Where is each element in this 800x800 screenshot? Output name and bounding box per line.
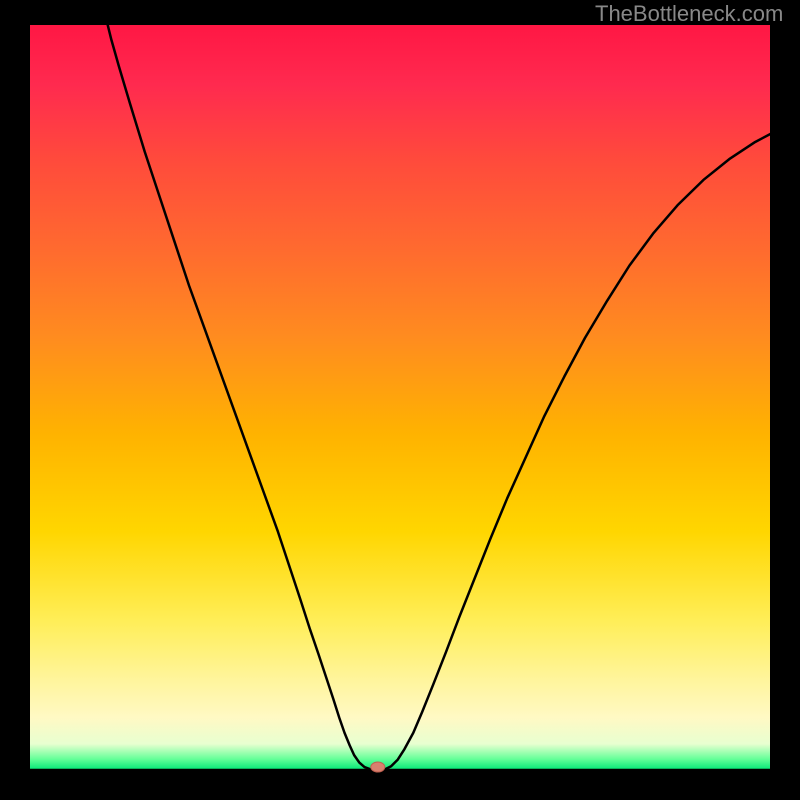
watermark-text: TheBottleneck.com (595, 1, 783, 27)
bottleneck-chart (0, 0, 800, 800)
chart-container: TheBottleneck.com (0, 0, 800, 800)
